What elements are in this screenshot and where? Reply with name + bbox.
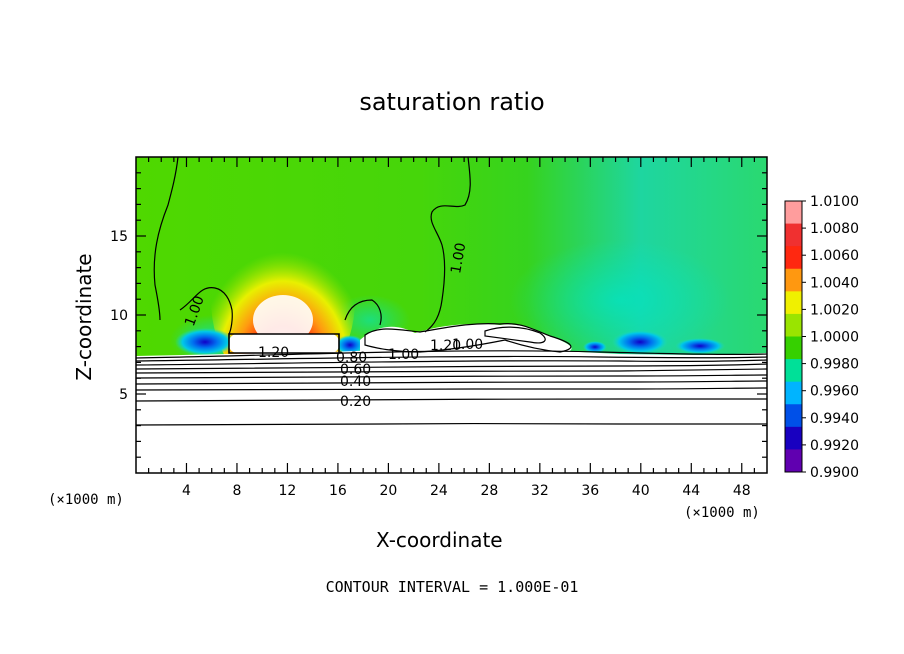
contour-label: 1.00 <box>452 337 483 353</box>
x-tick-label: 28 <box>480 483 498 499</box>
contour-label: 0.60 <box>340 362 371 378</box>
x-tick-label: 32 <box>531 483 549 499</box>
colorbar-label: 0.9920 <box>810 438 859 454</box>
colorbar-label: 1.0040 <box>810 275 859 291</box>
contour-lines <box>135 156 768 426</box>
x-axis-label: X-coordinate <box>376 528 503 552</box>
colorbar-swatch <box>785 291 802 315</box>
colorbar-swatch <box>785 313 802 337</box>
colorbar-swatch <box>785 246 802 270</box>
x-unit-label-right: (×1000 m) <box>684 505 760 521</box>
colorbar-swatch <box>785 449 802 473</box>
y-axis-label: Z-coordinate <box>72 253 96 381</box>
colorbar-label: 1.0000 <box>810 330 859 346</box>
x-tick-label: 48 <box>733 483 751 499</box>
colorbar-label: 1.0060 <box>810 248 859 264</box>
x-tick-label: 12 <box>279 483 297 499</box>
x-tick-label: 20 <box>379 483 397 499</box>
x-tick-label: 24 <box>430 483 448 499</box>
colorbar-swatch <box>785 404 802 428</box>
colorbar-label: 0.9900 <box>810 465 859 481</box>
x-tick-label: 44 <box>682 483 700 499</box>
contour-label: 0.40 <box>340 374 371 390</box>
colorbar-label: 1.0020 <box>810 302 859 318</box>
colorbar-swatch <box>785 381 802 405</box>
colorbar-swatch <box>785 268 802 292</box>
contour-label: 0.20 <box>340 394 371 410</box>
colorbar-label: 1.0100 <box>810 194 859 210</box>
colorbar-swatch <box>785 359 802 383</box>
chart-title: saturation ratio <box>359 88 545 116</box>
colorbar-label: 1.0080 <box>810 221 859 237</box>
x-unit-label-left: (×1000 m) <box>48 492 124 508</box>
colorbar-label: 0.9940 <box>810 411 859 427</box>
x-tick-label: 8 <box>232 483 241 499</box>
colorbar-swatch <box>785 426 802 450</box>
colorbar-label: 0.9980 <box>810 357 859 373</box>
contour-label: 1.00 <box>448 241 469 274</box>
x-tick-label: 16 <box>329 483 347 499</box>
colorbar-swatch <box>785 336 802 360</box>
contour-interval-note: CONTOUR INTERVAL = 1.000E-01 <box>325 578 579 596</box>
contour-label: 1.20 <box>430 338 461 354</box>
colorbar-swatch <box>785 201 802 225</box>
y-tick-label: 5 <box>119 387 128 403</box>
saturation-field <box>136 157 767 473</box>
contour-label: 0.80 <box>336 350 367 366</box>
y-tick-label: 15 <box>110 229 128 245</box>
colorbar: 1.0100 1.0080 1.0060 1.0040 1.0020 1.0000 0.99… <box>784 194 859 481</box>
contour-label: 1.00 <box>388 347 419 363</box>
x-tick-label: 4 <box>182 483 191 499</box>
contour-label: 1.20 <box>258 345 289 361</box>
colorbar-label: 0.9960 <box>810 384 859 400</box>
colorbar-swatch <box>785 223 802 247</box>
y-tick-label: 10 <box>110 308 128 324</box>
x-tick-label: 40 <box>632 483 650 499</box>
x-tick-label: 36 <box>581 483 599 499</box>
axis-ticks <box>136 157 767 473</box>
